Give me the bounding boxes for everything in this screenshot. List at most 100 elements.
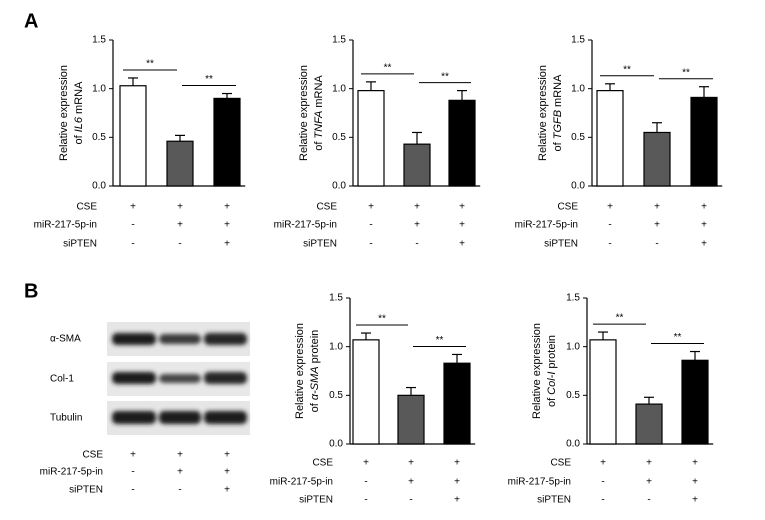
y-tick-label: 1.5 (332, 35, 346, 46)
significance-label: ** (436, 335, 444, 346)
condition-sign: + (224, 239, 230, 250)
bar (443, 362, 471, 445)
condition-label: CSE (82, 450, 103, 461)
bar (448, 99, 476, 187)
condition-label: miR-217-5p-in (34, 220, 97, 231)
condition-label: CSE (76, 202, 97, 213)
condition-label: CSE (557, 202, 578, 213)
y-axis-label: of Col-I protein (546, 335, 558, 407)
label-part: of (546, 397, 558, 407)
condition-sign: + (454, 477, 460, 488)
band (112, 411, 156, 424)
label-part: TGFB (552, 110, 564, 139)
condition-label: miR-217-5p-in (274, 220, 337, 231)
bar (635, 403, 663, 445)
label-part: mRNA (552, 74, 564, 107)
condition-label: miR-217-5p-in (515, 220, 578, 231)
condition-sign: + (414, 220, 420, 231)
y-tick-label: 1.5 (329, 293, 343, 304)
condition-sign: + (224, 202, 230, 213)
band-label: Col-1 (50, 374, 74, 385)
bar (681, 359, 709, 445)
band (159, 374, 201, 383)
label-part: mRNA (73, 81, 85, 114)
bar (357, 90, 385, 187)
label-part: protein (309, 330, 321, 364)
y-tick-label: 0.5 (571, 132, 585, 143)
band (159, 411, 201, 424)
y-tick-label: 1.0 (92, 83, 106, 94)
condition-sign: + (177, 202, 183, 213)
condition-sign: - (655, 239, 658, 250)
condition-sign: + (692, 495, 698, 506)
y-tick-label: 1.5 (571, 35, 585, 46)
condition-label: siPTEN (63, 239, 97, 250)
y-axis-label: Relative expression (298, 65, 310, 161)
condition-sign: + (224, 220, 230, 231)
condition-label: siPTEN (537, 495, 571, 506)
condition-sign: + (646, 477, 652, 488)
y-tick-label: 0.0 (92, 181, 106, 192)
condition-sign: + (701, 202, 707, 213)
condition-sign: - (369, 220, 372, 231)
y-axis-label: Relative expression (531, 323, 543, 419)
condition-sign: + (459, 239, 465, 250)
condition-sign: + (363, 458, 369, 469)
condition-sign: - (415, 239, 418, 250)
y-tick-label: 0.0 (329, 439, 343, 450)
condition-sign: - (647, 495, 650, 506)
condition-label: siPTEN (299, 495, 333, 506)
condition-sign: - (131, 485, 134, 496)
condition-sign: + (224, 450, 230, 461)
y-tick-label: 1.0 (332, 83, 346, 94)
condition-sign: + (368, 202, 374, 213)
condition-sign: + (701, 239, 707, 250)
condition-sign: - (608, 220, 611, 231)
condition-sign: + (224, 467, 230, 478)
band (159, 334, 201, 344)
y-axis-label: of TGFB mRNA (552, 74, 564, 152)
y-axis-label: Relative expression (537, 65, 549, 161)
bar (119, 85, 147, 187)
bar (352, 339, 380, 445)
significance-label: ** (146, 59, 154, 70)
y-tick-label: 1.0 (566, 341, 580, 352)
panel-label: B (24, 280, 38, 302)
significance-label: ** (378, 314, 386, 325)
condition-label: CSE (312, 458, 333, 469)
label-part: of (309, 402, 321, 412)
condition-sign: + (408, 477, 414, 488)
condition-sign: - (178, 239, 181, 250)
condition-sign: + (692, 477, 698, 488)
condition-sign: + (607, 202, 613, 213)
bar (397, 394, 425, 445)
condition-sign: - (131, 467, 134, 478)
condition-sign: - (369, 239, 372, 250)
significance-label: ** (674, 332, 682, 343)
y-axis-label: Relative expression (294, 323, 306, 419)
label-part: IL6 (73, 116, 85, 132)
condition-sign: + (646, 458, 652, 469)
y-tick-label: 1.0 (329, 341, 343, 352)
condition-label: CSE (550, 458, 571, 469)
label-part: Col-I (546, 372, 558, 395)
condition-sign: + (130, 202, 136, 213)
condition-sign: + (177, 220, 183, 231)
bar (213, 97, 241, 187)
label-part: α-SMA (309, 366, 321, 400)
condition-sign: + (459, 220, 465, 231)
bar (643, 131, 671, 187)
condition-label: siPTEN (303, 239, 337, 250)
condition-sign: + (177, 450, 183, 461)
bar (166, 140, 194, 187)
condition-sign: + (408, 458, 414, 469)
condition-sign: + (701, 220, 707, 231)
condition-sign: - (131, 220, 134, 231)
bar (403, 143, 431, 187)
label-part: mRNA (313, 75, 325, 108)
significance-label: ** (384, 62, 392, 73)
condition-sign: - (601, 495, 604, 506)
y-axis-label: of IL6 mRNA (73, 81, 85, 145)
panel-label: A (24, 10, 38, 32)
